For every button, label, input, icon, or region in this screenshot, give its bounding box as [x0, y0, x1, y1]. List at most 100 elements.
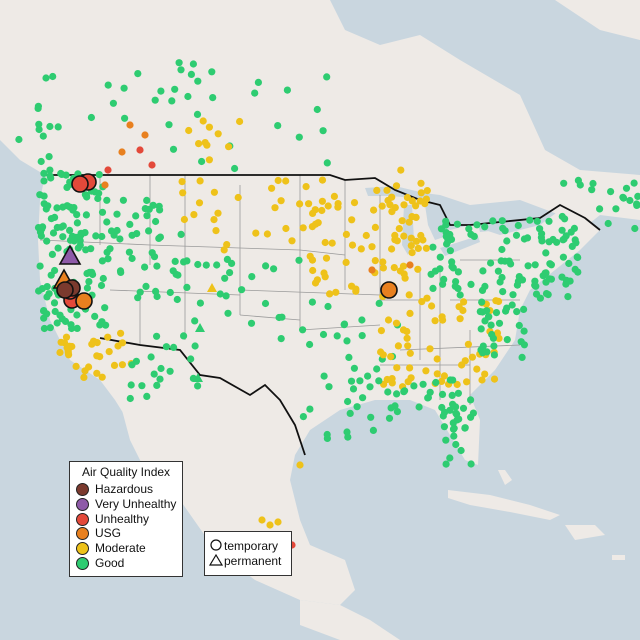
monitor-dot [141, 131, 149, 139]
monitor-dot [97, 281, 106, 290]
monitor-dot [98, 373, 106, 381]
monitor-dot [156, 233, 164, 241]
monitor-dot [83, 284, 91, 292]
monitor-dot [379, 258, 387, 266]
monitor-dot [630, 179, 638, 187]
monitor-dot [66, 226, 74, 234]
monitor-dot [258, 516, 266, 524]
monitor-dot [113, 210, 121, 218]
monitor-dot [416, 197, 424, 205]
monitor-dot [148, 161, 156, 169]
legend-label-hazardous: Hazardous [95, 482, 154, 496]
monitor-dot [95, 171, 103, 179]
monitor-dot [277, 197, 285, 205]
monitor-dot [533, 217, 541, 225]
monitor-dot [212, 227, 220, 235]
monitor-dot [132, 357, 140, 365]
monitor-dot [73, 211, 81, 219]
monitor-dot [166, 288, 174, 297]
high-aqi-circle [71, 175, 89, 193]
monitor-dot [147, 353, 155, 361]
monitor-dot [54, 123, 62, 131]
monitor-dot [80, 373, 88, 381]
monitor-dot [157, 364, 165, 373]
monitor-dot [559, 236, 567, 244]
monitor-dot [423, 187, 431, 195]
monitor-dot [225, 143, 233, 151]
monitor-dot [278, 313, 286, 321]
monitor-dot [46, 172, 54, 180]
monitor-dot [180, 215, 188, 224]
monitor-dot [306, 405, 314, 413]
monitor-dot [412, 213, 420, 221]
monitor-dot [305, 200, 313, 208]
monitor-dot [404, 378, 412, 386]
monitor-dot [473, 221, 481, 229]
monitor-dot [288, 237, 296, 245]
monitor-dot [340, 321, 348, 329]
monitor-dot [173, 295, 181, 304]
monitor-dot [446, 406, 454, 414]
monitor-dot [417, 179, 425, 187]
monitor-dot [195, 199, 204, 207]
monitor-dot [56, 348, 64, 357]
monitor-dot [344, 397, 352, 406]
monitor-dot [495, 319, 504, 327]
monitor-dot [622, 184, 631, 192]
monitor-dot [247, 319, 256, 327]
land-central-america [300, 600, 400, 640]
monitor-triangle [207, 283, 217, 292]
border-usa-mexico [99, 337, 306, 456]
monitor-dot [120, 84, 128, 92]
monitor-dot [168, 97, 176, 105]
monitor-dot [589, 179, 597, 188]
monitor-dot [373, 186, 381, 194]
monitor-dot [415, 403, 423, 411]
monitor-dot [165, 121, 173, 129]
monitor-dot [448, 258, 456, 266]
monitor-dot [118, 148, 126, 156]
monitor-dot [128, 254, 136, 263]
monitor-dot [371, 223, 379, 231]
monitor-dot [35, 120, 43, 128]
monitor-dot [461, 424, 469, 432]
monitor-dot [400, 232, 408, 240]
monitor-dot [350, 364, 358, 372]
monitor-dot [202, 261, 210, 269]
monitor-dot [383, 186, 391, 194]
monitor-dot [92, 232, 100, 240]
monitor-dot [517, 338, 525, 346]
monitor-dot [481, 223, 489, 231]
monitor-dot [407, 234, 415, 242]
state-line [39, 239, 151, 246]
high-aqi-circle [380, 281, 398, 299]
monitor-dot [436, 265, 444, 273]
monitor-dot [359, 394, 367, 402]
legend-label-temporary: temporary [224, 539, 279, 553]
monitor-dot [477, 325, 485, 333]
monitor-dot [143, 392, 151, 400]
monitor-dot [531, 281, 539, 289]
monitor-dot [295, 256, 303, 264]
monitor-dot [313, 276, 321, 284]
monitor-dot [343, 337, 351, 345]
monitor-dot [87, 245, 95, 253]
monitor-dot [498, 245, 506, 254]
monitor-dot [330, 192, 338, 200]
monitor-dot [143, 196, 151, 204]
monitor-dot [178, 178, 186, 186]
monitor-dot [72, 362, 80, 370]
monitor-dot [454, 389, 462, 397]
monitor-dot [481, 282, 489, 290]
monitor-dot [390, 264, 398, 272]
monitor-dot [494, 267, 502, 275]
aqi-legend-title: Air Quality Index [82, 465, 171, 479]
monitor-dot [468, 353, 476, 361]
monitor-dot [109, 99, 117, 107]
monitor-dot [36, 262, 44, 270]
monitor-dot [153, 381, 161, 389]
monitor-dot [442, 436, 450, 444]
monitor-dot [113, 226, 121, 235]
monitor-dot [499, 224, 507, 232]
